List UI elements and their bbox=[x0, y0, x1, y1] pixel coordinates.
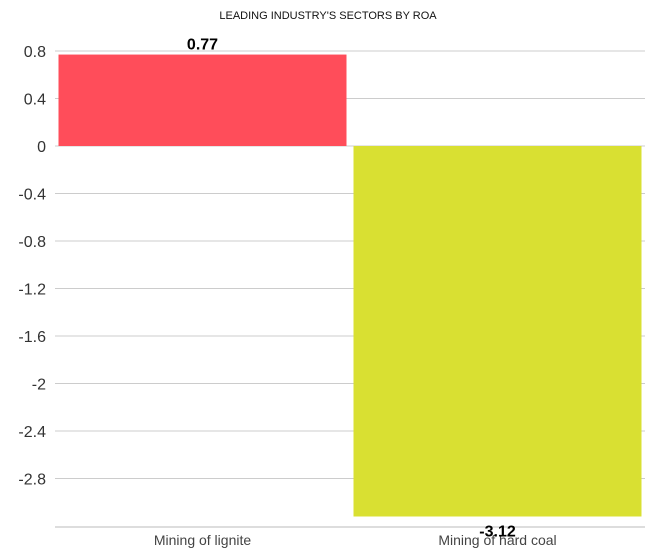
y-tick-label: -2.8 bbox=[18, 472, 46, 489]
chart-title: LEADING INDUSTRY'S SECTORS BY ROA bbox=[219, 10, 437, 22]
x-category-label: Mining of hard coal bbox=[438, 532, 556, 548]
y-tick-label: 0.4 bbox=[24, 92, 46, 109]
data-labels: 0.77 -3.12 bbox=[187, 37, 516, 541]
x-axis-labels: Mining of lignite Mining of hard coal bbox=[154, 532, 557, 548]
y-axis-ticks: 0.8 0.4 0 -0.4 -0.8 -1.2 -1.6 -2 -2.4 -2.8 bbox=[18, 44, 46, 489]
y-tick-label: -2 bbox=[32, 377, 46, 394]
y-tick-label: -1.2 bbox=[18, 282, 46, 299]
y-tick-label: -0.8 bbox=[18, 234, 46, 251]
y-tick-label: -0.4 bbox=[18, 187, 46, 204]
bars bbox=[58, 54, 642, 517]
y-tick-label: 0.8 bbox=[24, 44, 46, 61]
data-label: 0.77 bbox=[187, 37, 218, 54]
data-label: -3.12 bbox=[479, 524, 516, 541]
bar bbox=[353, 146, 642, 517]
y-tick-label: -2.4 bbox=[18, 424, 46, 441]
y-tick-label: 0 bbox=[37, 139, 46, 156]
y-tick-label: -1.6 bbox=[18, 329, 46, 346]
x-category-label: Mining of lignite bbox=[154, 532, 251, 548]
bar bbox=[58, 54, 347, 146]
